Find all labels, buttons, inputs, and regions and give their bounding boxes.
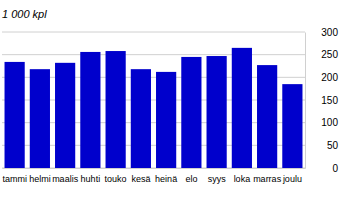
x-tick-label: huhti — [81, 174, 101, 184]
x-tick-label: kesä — [131, 174, 150, 184]
grid-line — [2, 54, 305, 55]
x-axis: tammihelmimaalishuhti touko kesä heinä elo sy… — [2, 168, 305, 184]
x-tick: helmi — [29, 168, 51, 184]
y-tick-label: 200 — [321, 72, 338, 83]
chart: 0 50 100 150 200 250 300 tammihelmimaalishuhtit… — [0, 0, 347, 200]
y-tick: 0 — [305, 163, 338, 174]
x-tick: joulu — [282, 168, 302, 184]
x-tick: marras — [253, 168, 282, 184]
x-tick-label: joulu — [282, 174, 302, 184]
x-tick: touko — [105, 168, 127, 184]
bar — [131, 69, 151, 168]
grid — [2, 32, 305, 168]
x-tick: tammi — [2, 168, 27, 184]
bar — [80, 52, 100, 168]
bar — [5, 62, 25, 168]
y-tick: 100 — [305, 117, 338, 128]
grid-line — [2, 32, 305, 33]
plot-area: 0 50 100 150 200 250 300 tammihelmimaalishuhtit… — [2, 27, 338, 185]
y-tick: 50 — [305, 140, 338, 151]
x-tick-label: elo — [185, 174, 197, 184]
y-axis: 0 50 100 150 200 250 300 — [305, 27, 338, 174]
x-tick: kesä — [131, 168, 150, 184]
y-axis-line — [305, 33, 306, 169]
x-tick: heinä — [155, 168, 177, 184]
x-tick: loka — [234, 168, 251, 184]
bar — [55, 63, 75, 168]
bar — [282, 84, 302, 168]
bar — [181, 57, 201, 168]
bar — [106, 51, 126, 168]
bar — [30, 69, 50, 168]
x-tick-label: helmi — [29, 174, 51, 184]
y-tick-label: 50 — [327, 140, 339, 151]
x-tick-label: heinä — [155, 174, 177, 184]
x-tick-label: touko — [105, 174, 127, 184]
x-axis-line — [3, 168, 306, 169]
x-tick: maalis — [52, 168, 79, 184]
title: 1 000 kpl — [2, 8, 47, 20]
x-tick: syys — [208, 168, 227, 184]
y-tick-label: 150 — [321, 95, 338, 106]
bar — [257, 65, 277, 168]
y-tick: 250 — [305, 49, 338, 60]
bar — [232, 48, 252, 168]
x-tick-label: tammi — [2, 174, 27, 184]
y-tick-label: 100 — [321, 117, 338, 128]
x-tick: elo — [185, 168, 197, 184]
x-tick: huhti — [81, 168, 101, 184]
y-tick: 300 — [305, 27, 338, 38]
x-tick-label: maalis — [52, 174, 79, 184]
bar — [156, 72, 176, 168]
y-tick: 200 — [305, 72, 338, 83]
bar — [207, 56, 227, 168]
y-tick-label: 0 — [332, 163, 338, 174]
bars — [5, 48, 303, 168]
x-tick-label: syys — [208, 174, 227, 184]
y-tick: 150 — [305, 95, 338, 106]
y-tick-label: 300 — [321, 27, 338, 38]
x-tick-label: marras — [253, 174, 282, 184]
x-tick-label: loka — [234, 174, 251, 184]
y-tick-label: 250 — [321, 49, 338, 60]
